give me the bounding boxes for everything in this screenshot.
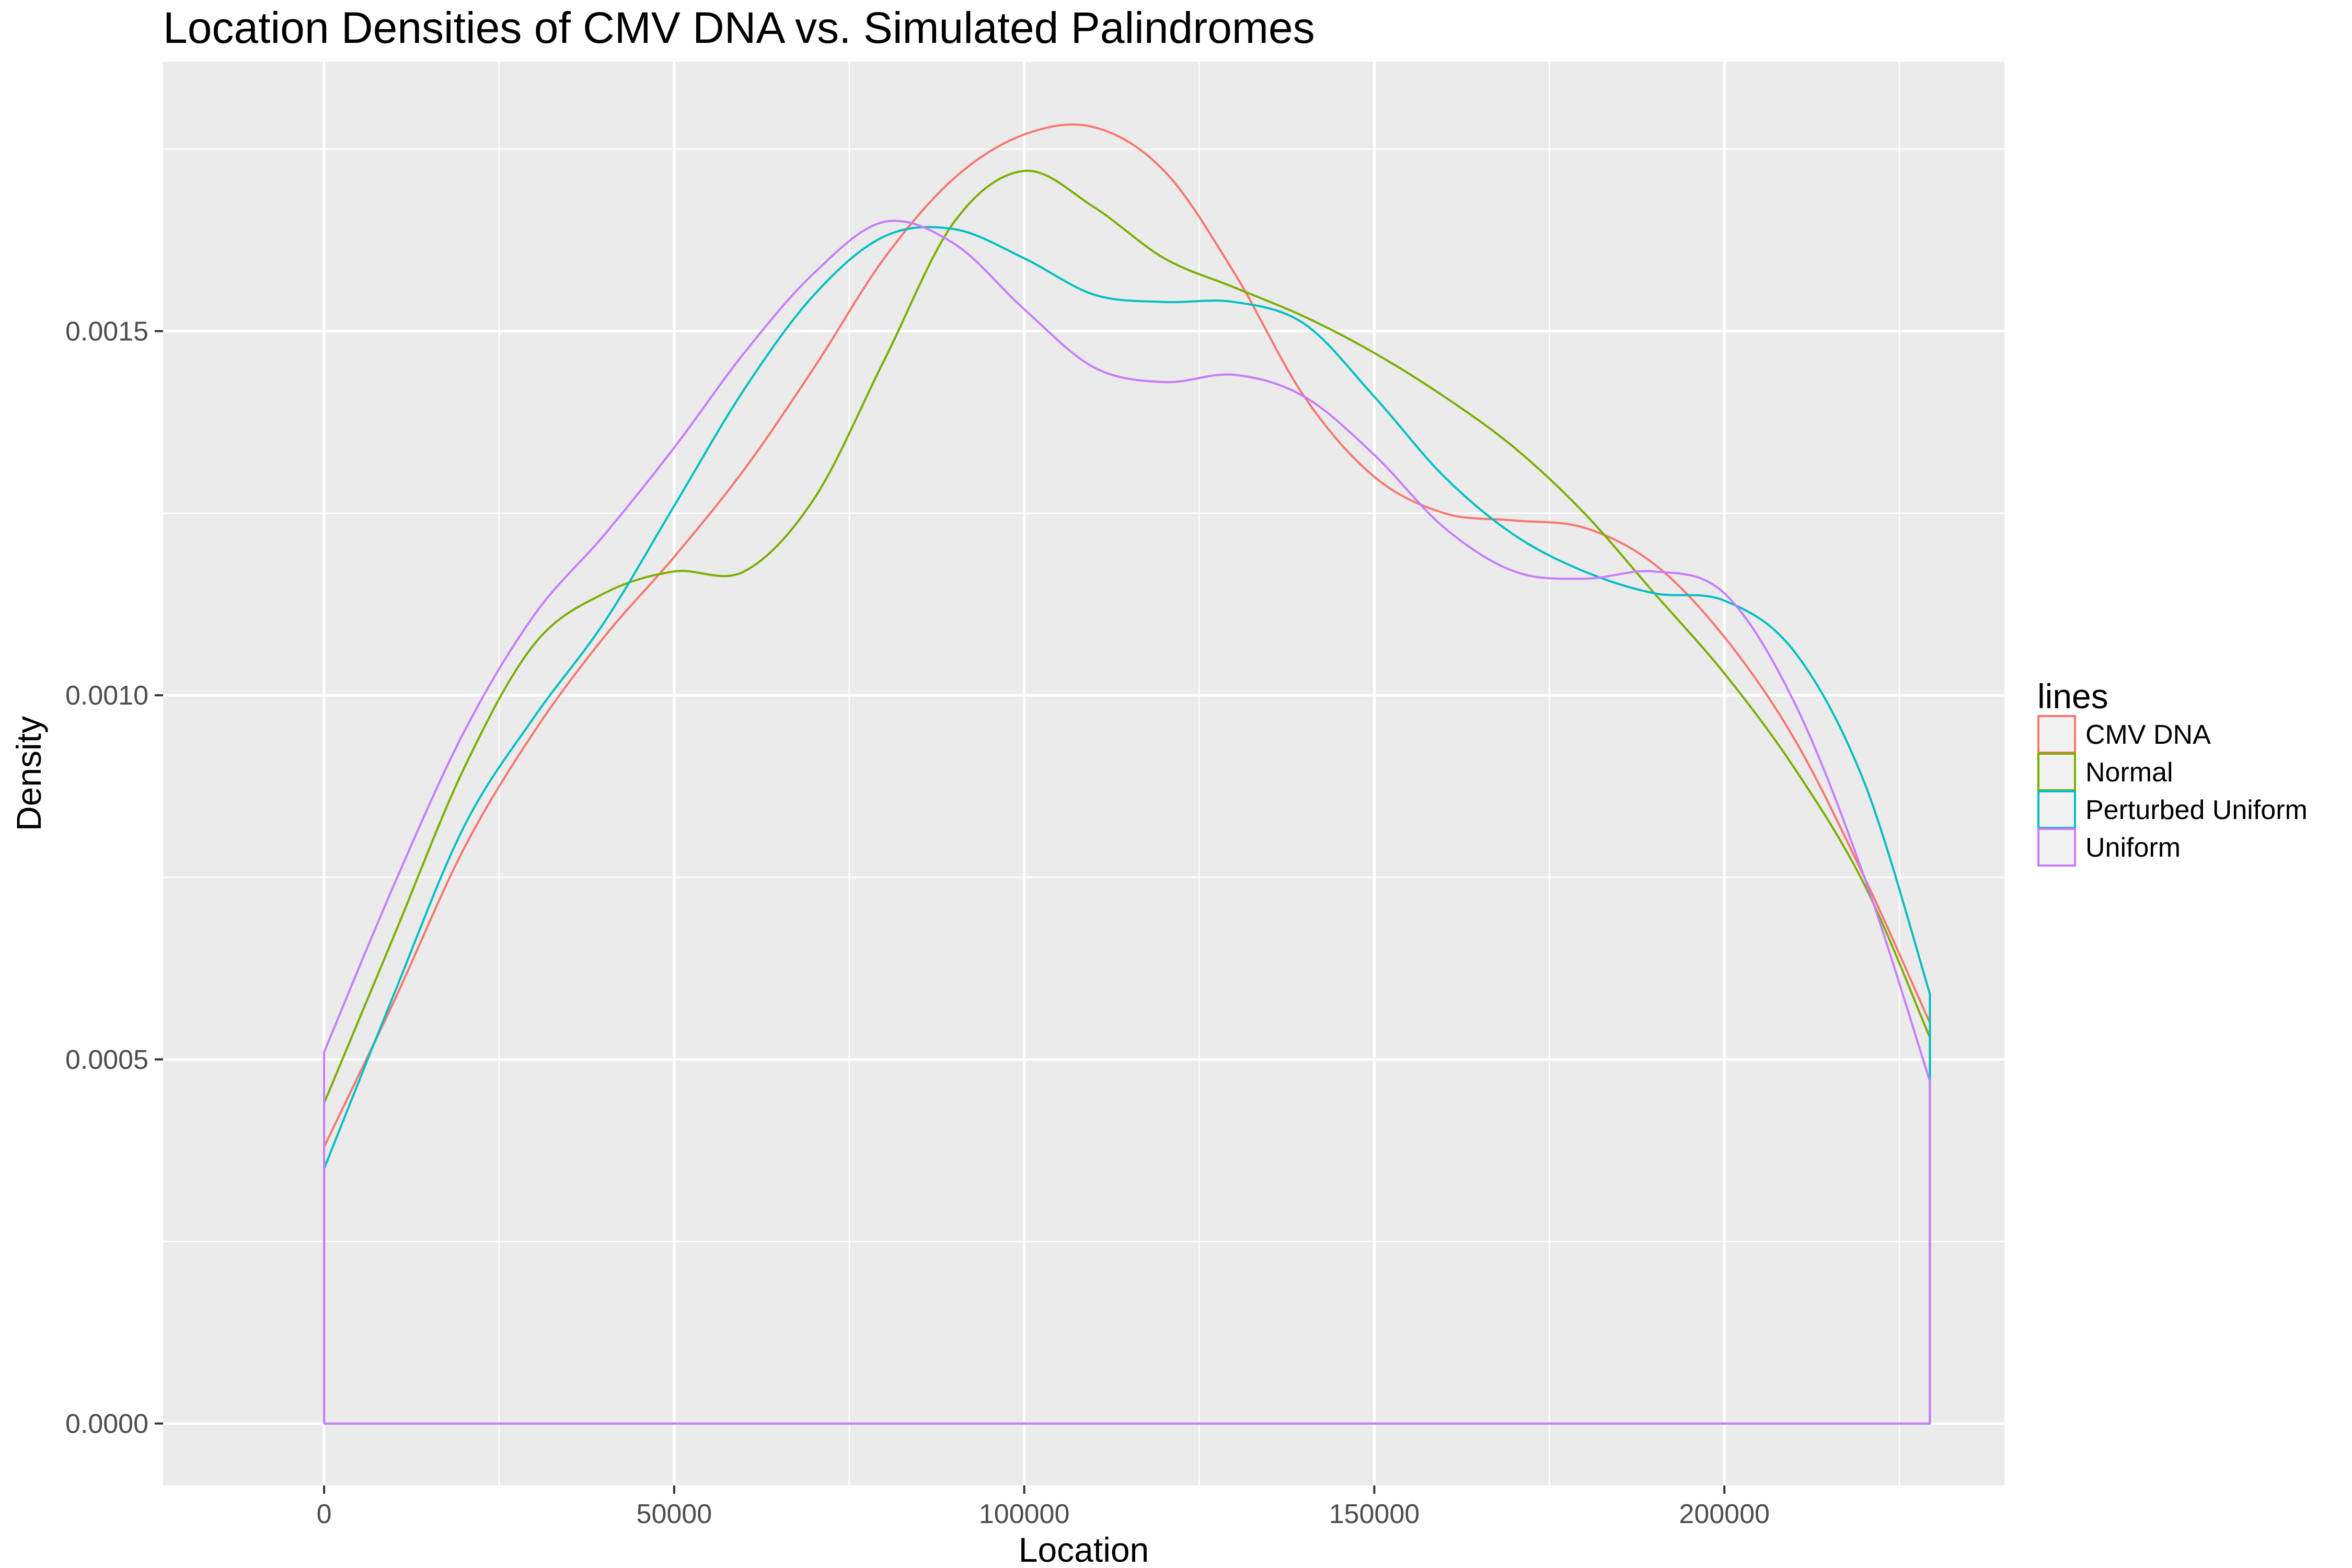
legend-label-uniform: Uniform [2085,833,2181,863]
legend-key-cmv-dna [2037,715,2076,754]
series-line-uniform [323,220,1931,1425]
y-axis: 0.0000 0.0005 0.0010 0.0015 [65,317,163,1439]
x-tick-label: 100000 [979,1499,1070,1529]
legend-title: lines [2037,677,2108,716]
legend-key-uniform [2037,828,2076,867]
legend: lines CMV DNA Normal Perturbed Uniform Unif… [2037,677,2308,867]
legend-label-cmv-dna: CMV DNA [2085,720,2211,750]
y-axis-title: Density [9,716,48,831]
legend-key-normal [2037,753,2076,791]
x-tick-label: 50000 [637,1499,712,1529]
x-axis: 0 50000 100000 150000 200000 [317,1485,1770,1529]
plot-panel [163,62,2004,1485]
x-tick-label: 200000 [1679,1499,1770,1529]
series-line-perturbed-uniform [323,226,1931,1425]
x-tick-label: 0 [317,1499,332,1529]
x-tick-label: 150000 [1329,1499,1420,1529]
legend-label-normal: Normal [2085,757,2173,788]
y-tick-label: 0.0005 [65,1045,148,1075]
y-tick-label: 0.0000 [65,1409,148,1439]
series-layer [323,123,1931,1425]
minor-gridlines [163,62,2004,1485]
series-line-cmv-dna [323,123,1931,1425]
y-tick-label: 0.0010 [65,681,148,711]
x-axis-title: Location [1019,1530,1149,1568]
legend-key-perturbed-uniform [2037,790,2076,829]
legend-label-perturbed-uniform: Perturbed Uniform [2085,795,2308,825]
series-line-normal [323,169,1931,1425]
chart-title: Location Densities of CMV DNA vs. Simula… [163,3,1315,52]
y-tick-label: 0.0015 [65,317,148,347]
legend-items: CMV DNA Normal Perturbed Uniform Uniform [2037,715,2308,867]
